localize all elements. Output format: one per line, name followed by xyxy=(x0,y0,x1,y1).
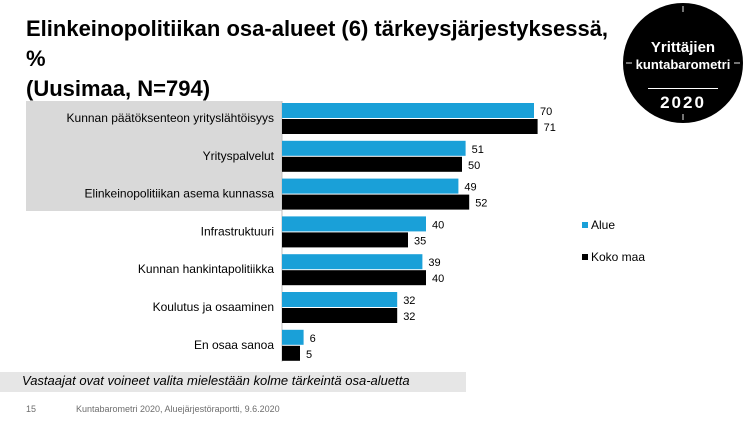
data-label-alue-kunnan-paatoksenteon-yrityslahtoisyys: 70 xyxy=(540,106,552,118)
chart-title-line1: Elinkeinopolitiikan osa-alueet (6) tärke… xyxy=(26,16,609,71)
bar-koko-maa-yrityspalvelut xyxy=(282,156,462,172)
data-label-koko-maa-elinkeinopolitiikan-asema-kunnassa: 52 xyxy=(475,198,487,210)
data-label-alue-elinkeinopolitiikan-asema-kunnassa: 49 xyxy=(464,182,476,194)
bar-alue-en-osaa-sanoa xyxy=(282,329,304,345)
data-label-koko-maa-infrastruktuuri: 35 xyxy=(414,235,426,247)
data-label-alue-kunnan-hankintapolitiikka: 39 xyxy=(428,257,440,269)
data-label-koko-maa-kunnan-hankintapolitiikka: 40 xyxy=(432,273,444,285)
category-label-en-osaa-sanoa: En osaa sanoa xyxy=(194,338,274,352)
data-label-koko-maa-en-osaa-sanoa: 5 xyxy=(306,349,312,361)
data-label-koko-maa-yrityspalvelut: 50 xyxy=(468,160,480,172)
bar-alue-elinkeinopolitiikan-asema-kunnassa xyxy=(282,178,459,194)
category-label-elinkeinopolitiikan-asema-kunnassa: Elinkeinopolitiikan asema kunnassa xyxy=(85,187,275,201)
legend-swatch-alue xyxy=(582,222,588,228)
source-note: Kuntabarometri 2020, Aluejärjestöraportt… xyxy=(76,404,280,414)
legend-label-alue: Alue xyxy=(591,218,616,232)
footnote-band xyxy=(0,372,466,392)
legend-swatch-koko-maa xyxy=(582,254,588,260)
logo-line1: Yrittäjien xyxy=(651,39,715,56)
data-label-alue-infrastruktuuri: 40 xyxy=(432,219,444,231)
highlight-band xyxy=(26,101,282,211)
data-label-alue-koulutus-ja-osaaminen: 32 xyxy=(403,295,415,307)
data-label-alue-yrityspalvelut: 51 xyxy=(472,144,484,156)
bar-koko-maa-koulutus-ja-osaaminen xyxy=(282,308,398,323)
bar-alue-koulutus-ja-osaaminen xyxy=(282,292,398,307)
chart-title-line2: (Uusimaa, N=794) xyxy=(26,76,211,101)
bar-alue-yrityspalvelut xyxy=(282,140,466,156)
bar-alue-kunnan-hankintapolitiikka xyxy=(282,254,423,270)
kuntabarometri-logo: Yrittäjien kuntabarometri 2020 xyxy=(623,3,743,123)
logo-line2: kuntabarometri xyxy=(636,57,731,72)
page-number: 15 xyxy=(26,404,37,414)
bar-koko-maa-kunnan-paatoksenteon-yrityslahtoisyys xyxy=(282,119,538,134)
category-label-yrityspalvelut: Yrityspalvelut xyxy=(203,149,275,163)
legend-label-koko-maa: Koko maa xyxy=(591,250,646,264)
data-label-koko-maa-koulutus-ja-osaaminen: 32 xyxy=(403,311,415,323)
chart-title: Elinkeinopolitiikan osa-alueet (6) tärke… xyxy=(26,14,626,104)
category-label-infrastruktuuri: Infrastruktuuri xyxy=(201,224,274,238)
footnote: Vastaajat ovat voineet valita mielestään… xyxy=(22,373,410,388)
data-label-koko-maa-kunnan-paatoksenteon-yrityslahtoisyys: 71 xyxy=(544,122,556,134)
bar-koko-maa-en-osaa-sanoa xyxy=(282,345,300,361)
bar-alue-infrastruktuuri xyxy=(282,216,426,232)
category-label-koulutus-ja-osaaminen: Koulutus ja osaaminen xyxy=(153,300,274,314)
legend: Alue Koko maa xyxy=(582,216,645,280)
bar-koko-maa-kunnan-hankintapolitiikka xyxy=(282,270,426,286)
category-label-kunnan-paatoksenteon-yrityslahtoisyys: Kunnan päätöksenteon yrityslähtöisyys xyxy=(67,111,274,125)
logo-year: 2020 xyxy=(660,93,706,112)
bar-koko-maa-elinkeinopolitiikan-asema-kunnassa xyxy=(282,194,470,210)
legend-item-koko-maa: Koko maa xyxy=(582,248,645,266)
category-label-kunnan-hankintapolitiikka: Kunnan hankintapolitiikka xyxy=(138,262,274,276)
bar-alue-kunnan-paatoksenteon-yrityslahtoisyys xyxy=(282,103,534,118)
bar-koko-maa-infrastruktuuri xyxy=(282,232,408,248)
legend-item-alue: Alue xyxy=(582,216,645,234)
data-label-alue-en-osaa-sanoa: 6 xyxy=(310,333,316,345)
